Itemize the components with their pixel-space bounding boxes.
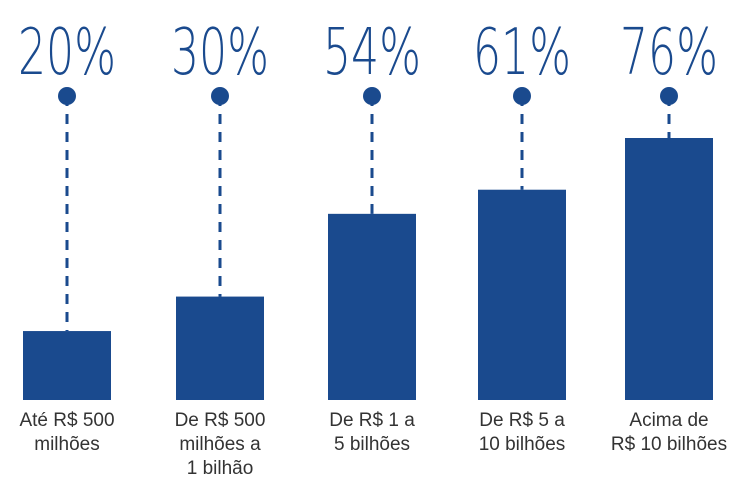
category-label-2-line-0: De R$ 1 a bbox=[329, 410, 415, 431]
category-label-4-line-1: R$ 10 bilhões bbox=[611, 434, 727, 455]
category-label-1-line-0: De R$ 500 bbox=[175, 410, 266, 431]
marker-dot-2 bbox=[363, 87, 381, 105]
value-label-3: 61% bbox=[473, 16, 571, 90]
bar-2 bbox=[328, 213, 416, 400]
category-label-3-line-1: 10 bilhões bbox=[479, 434, 566, 455]
bar-3 bbox=[478, 189, 566, 400]
category-label-0-line-0: Até R$ 500 bbox=[19, 410, 114, 431]
category-label-4-line-0: Acima de bbox=[629, 410, 708, 431]
marker-dot-0 bbox=[58, 87, 76, 105]
value-label-2: 54% bbox=[323, 16, 421, 90]
category-label-1-line-1: milhões a bbox=[179, 434, 261, 455]
bar-1 bbox=[176, 296, 264, 400]
value-label-0: 20% bbox=[18, 16, 116, 90]
marker-dot-4 bbox=[660, 87, 678, 105]
value-label-1: 30% bbox=[171, 16, 269, 90]
category-label-3-line-0: De R$ 5 a bbox=[479, 410, 565, 431]
category-label-1-line-2: 1 bilhão bbox=[187, 458, 254, 479]
bar-0 bbox=[23, 331, 111, 400]
category-label-0-line-1: milhões bbox=[34, 434, 99, 455]
category-label-2-line-1: 5 bilhões bbox=[334, 434, 410, 455]
bar-4 bbox=[625, 138, 713, 400]
value-label-4: 76% bbox=[620, 16, 718, 90]
marker-dot-3 bbox=[513, 87, 531, 105]
marker-dot-1 bbox=[211, 87, 229, 105]
